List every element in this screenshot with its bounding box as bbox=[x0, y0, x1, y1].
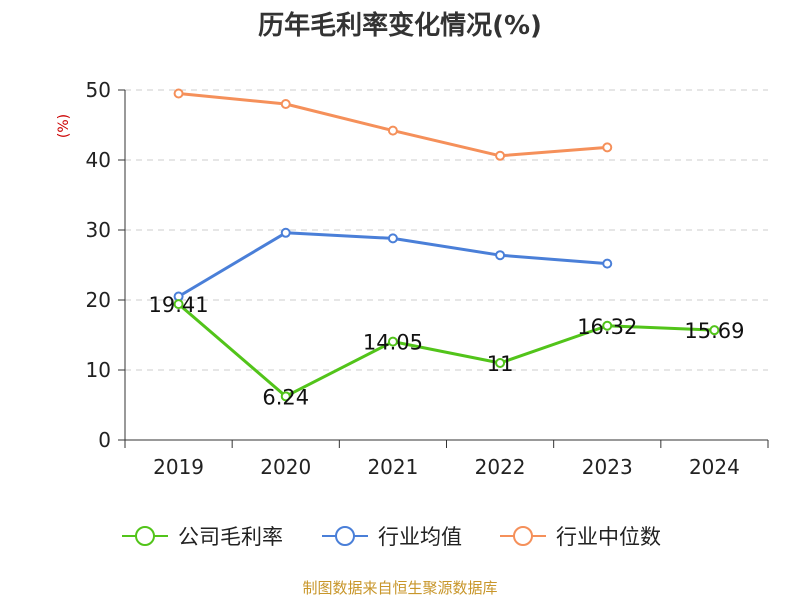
series-2-point bbox=[602, 258, 613, 269]
x-tick-label: 2020 bbox=[260, 455, 311, 479]
x-tick-label: 2024 bbox=[689, 455, 740, 479]
series-1-point bbox=[387, 336, 398, 347]
axes: 0 10 20 30 40 50 2019 2020 2021 2022 2023 2024 bbox=[86, 78, 769, 479]
series-line-3 bbox=[178, 92, 608, 158]
series-2-point bbox=[280, 227, 291, 238]
series-3-point bbox=[387, 125, 398, 136]
y-tick-label: 10 bbox=[86, 358, 111, 382]
y-tick-label: 40 bbox=[86, 148, 111, 172]
legend-item-1[interactable]: 公司毛利率 bbox=[122, 525, 283, 549]
series-line-1 bbox=[177, 302, 715, 398]
x-tick-label: 2019 bbox=[153, 455, 204, 479]
y-tick-label: 0 bbox=[98, 428, 111, 452]
y-tick-label: 30 bbox=[86, 218, 111, 242]
legend-label: 公司毛利率 bbox=[178, 525, 283, 549]
chart-title: 历年毛利率变化情况(%) bbox=[258, 10, 542, 41]
legend-marker bbox=[335, 526, 355, 546]
series-lines bbox=[173, 88, 720, 402]
series-2-point bbox=[387, 233, 398, 244]
x-tick-label: 2022 bbox=[475, 455, 526, 479]
series-1-point bbox=[602, 320, 613, 331]
data-label: 16.32 bbox=[577, 315, 637, 339]
series-1-point bbox=[495, 358, 506, 368]
series-1-point bbox=[173, 299, 184, 310]
legend-marker bbox=[135, 526, 155, 546]
data-labels: 19.41 6.24 14.05 11 16.32 15.69 bbox=[149, 293, 745, 409]
data-label: 15.69 bbox=[684, 319, 744, 343]
legend[interactable]: 公司毛利率 行业均值 行业中位数 bbox=[122, 525, 661, 549]
legend-label: 行业中位数 bbox=[556, 525, 661, 549]
series-3-point bbox=[280, 99, 291, 109]
y-tick-label: 20 bbox=[86, 288, 111, 312]
series-1-point bbox=[280, 391, 291, 402]
series-2-point bbox=[495, 250, 506, 261]
data-label: 14.05 bbox=[363, 331, 423, 355]
x-tick-label: 2021 bbox=[367, 455, 418, 479]
data-label: 11 bbox=[487, 352, 514, 376]
y-axis-unit: (%) bbox=[56, 114, 72, 138]
legend-label: 行业均值 bbox=[378, 525, 462, 549]
legend-marker bbox=[513, 526, 533, 546]
y-tick-label: 50 bbox=[86, 78, 111, 102]
series-3-point bbox=[602, 142, 613, 153]
x-tick-label: 2023 bbox=[582, 455, 633, 479]
grid-lines bbox=[125, 89, 768, 371]
legend-item-2[interactable]: 行业均值 bbox=[322, 525, 462, 549]
source-note: 制图数据来自恒生聚源数据库 bbox=[302, 579, 497, 597]
series-1-point bbox=[709, 325, 720, 336]
series-3-point bbox=[495, 150, 506, 161]
data-label: 6.24 bbox=[262, 385, 309, 409]
data-label: 19.41 bbox=[149, 293, 209, 317]
series-3-point bbox=[173, 88, 184, 99]
legend-item-3[interactable]: 行业中位数 bbox=[500, 525, 661, 549]
